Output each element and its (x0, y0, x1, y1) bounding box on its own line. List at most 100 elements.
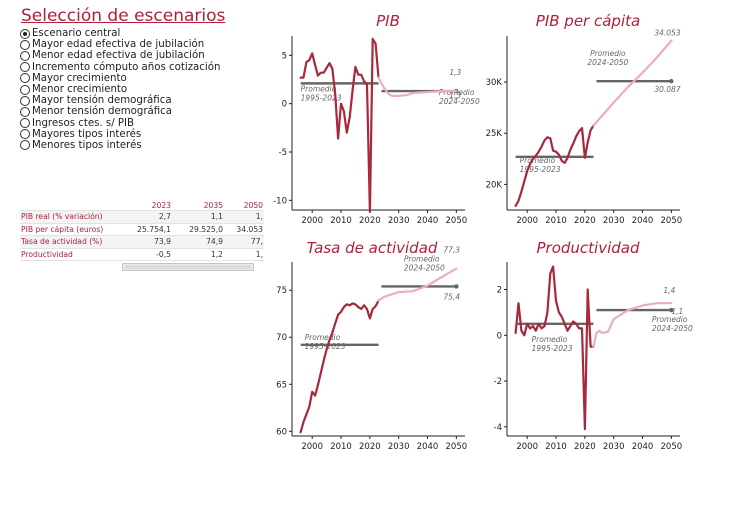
average-label-line: 2024-2050 (404, 263, 445, 272)
table-cell: 2,7 (120, 210, 172, 224)
x-tick-label: 2020 (359, 442, 381, 452)
table-cell: 74,9 (172, 235, 224, 249)
scenario-label: Menor tensión demográfica (32, 106, 173, 118)
historical-series-line (514, 124, 595, 207)
table-cell: 77, (224, 235, 264, 249)
chart-title: Tasa de actividad (307, 239, 438, 257)
scenario-option-mayor-tension[interactable]: Mayor tensión demográfica (20, 95, 220, 106)
scrollbar-thumb[interactable] (125, 265, 251, 269)
x-tick-label: 2020 (574, 216, 596, 226)
table-row: Tasa de actividad (%) 73,9 74,9 77, (20, 235, 264, 249)
average-label: Promedio 2024-2050 (587, 49, 628, 67)
scenario-option-menores-tipos[interactable]: Menores tipos interés (20, 140, 220, 151)
radio-circle[interactable] (20, 95, 30, 106)
y-tick-label: -10 (273, 196, 287, 206)
table-header-row: 2023 2035 2050 (20, 200, 264, 211)
value-annotation: 1,4 (663, 286, 675, 295)
radio-circle[interactable] (20, 28, 30, 39)
radio-circle[interactable] (20, 62, 30, 73)
x-tick-label: 2030 (603, 442, 625, 452)
table-cell: 1,1 (172, 210, 224, 224)
y-tick-label: -2 (494, 377, 502, 387)
x-tick-label: 2050 (661, 442, 683, 452)
table-header-year: 2023 (120, 200, 172, 211)
scenario-label: Mayores tipos interés (32, 128, 142, 140)
x-tick-label: 2000 (516, 216, 538, 226)
x-tick-label: 2050 (661, 216, 683, 226)
average-label-line: Promedio (404, 254, 440, 263)
chart-0: PIB 5 0 -5 -10 2000 2010 2020 2030 2040 2050 Promed… (273, 12, 480, 226)
radio-circle[interactable] (20, 106, 30, 117)
table-row: PIB per cápita (euros) 25.754,1 29.525,0… (20, 223, 264, 236)
row-label: Productividad (20, 248, 120, 261)
table-row: Productividad -0,5 1,2 1, (20, 248, 264, 261)
average-label-line: Promedio (439, 88, 475, 97)
projection-series-line (592, 302, 673, 348)
x-tick-label: 2030 (388, 216, 410, 226)
row-label: Tasa de actividad (%) (20, 235, 120, 249)
radio-circle[interactable] (20, 50, 30, 61)
scenario-panel-title: Selección de escenarios (21, 6, 226, 26)
table-cell: 29.525,0 (172, 223, 224, 236)
scenario-option-ingresos-ctes[interactable]: Ingresos ctes. s/ PIB (20, 118, 220, 129)
projection-series-line (377, 267, 458, 302)
average-label-line: 1995-2023 (532, 344, 573, 353)
y-tick-label: 60 (276, 427, 287, 437)
scenario-label: Incremento cómputo años cotización (32, 61, 221, 73)
x-tick-label: 2010 (545, 442, 567, 452)
table-cell: 1,2 (172, 248, 224, 261)
radio-circle[interactable] (20, 73, 30, 84)
average-label: Promedio 1995-2023 (305, 333, 346, 351)
projection-series-line (377, 76, 458, 98)
average-label-line: 2024-2050 (439, 97, 480, 106)
x-tick-label: 2040 (632, 216, 654, 226)
x-tick-label: 2030 (603, 216, 625, 226)
radio-circle[interactable] (20, 84, 30, 95)
scenario-label: Menor crecimiento (32, 84, 128, 96)
average-label-line: Promedio (590, 49, 626, 58)
x-tick-label: 2000 (301, 442, 323, 452)
average-label-line: 1995-2023 (520, 165, 561, 174)
x-tick-label: 2050 (446, 216, 468, 226)
average-endpoint (669, 78, 674, 84)
x-tick-label: 2050 (446, 442, 468, 452)
radio-circle[interactable] (20, 140, 30, 151)
table-horizontal-scrollbar[interactable] (122, 263, 254, 271)
scenario-label: Mayor edad efectiva de jubilación (32, 39, 205, 51)
x-tick-label: 2020 (574, 442, 596, 452)
y-tick-label: 20K (486, 180, 503, 190)
scenario-label: Escenario central (32, 28, 121, 40)
row-label: PIB per cápita (euros) (20, 223, 120, 236)
scenario-option-incremento-computo[interactable]: Incremento cómputo años cotización (20, 62, 220, 73)
x-tick-label: 2020 (359, 216, 381, 226)
scenario-option-menor-crecimiento[interactable]: Menor crecimiento (20, 84, 220, 95)
average-endpoint (669, 307, 674, 313)
table-cell: 1, (224, 248, 264, 261)
scenario-option-mayor-edad-jubilacion[interactable]: Mayor edad efectiva de jubilación (20, 39, 220, 50)
radio-circle[interactable] (20, 129, 30, 140)
x-tick-label: 2010 (330, 216, 352, 226)
radio-circle[interactable] (20, 39, 30, 50)
scenario-label: Menor edad efectiva de jubilación (32, 50, 205, 62)
value-annotation: 77,3 (443, 246, 460, 255)
y-tick-label: 65 (276, 380, 287, 390)
average-label-line: 1995-2023 (301, 93, 342, 102)
average-label: Promedio 2024-2050 (404, 254, 445, 272)
x-tick-label: 2000 (301, 216, 323, 226)
average-label: Promedio 2024-2050 (652, 315, 693, 333)
scenario-option-mayores-tipos[interactable]: Mayores tipos interés (20, 129, 220, 140)
scenario-option-mayor-crecimiento[interactable]: Mayor crecimiento (20, 73, 220, 84)
historical-series-line (514, 265, 595, 431)
y-tick-label: 0 (282, 100, 287, 110)
average-label-line: 2024-2050 (587, 58, 628, 67)
average-label-line: Promedio (520, 156, 556, 165)
radio-circle[interactable] (20, 118, 30, 129)
scenario-option-central[interactable]: Escenario central (20, 28, 220, 39)
chart-title: PIB per cápita (536, 12, 640, 30)
scenario-option-menor-tension[interactable]: Menor tensión demográfica (20, 106, 220, 117)
table-row: PIB real (% variación) 2,7 1,1 1, (20, 210, 264, 224)
historical-series-line (299, 299, 380, 434)
x-tick-label: 2010 (545, 216, 567, 226)
scenario-option-menor-edad-jubilacion[interactable]: Menor edad efectiva de jubilación (20, 50, 220, 61)
